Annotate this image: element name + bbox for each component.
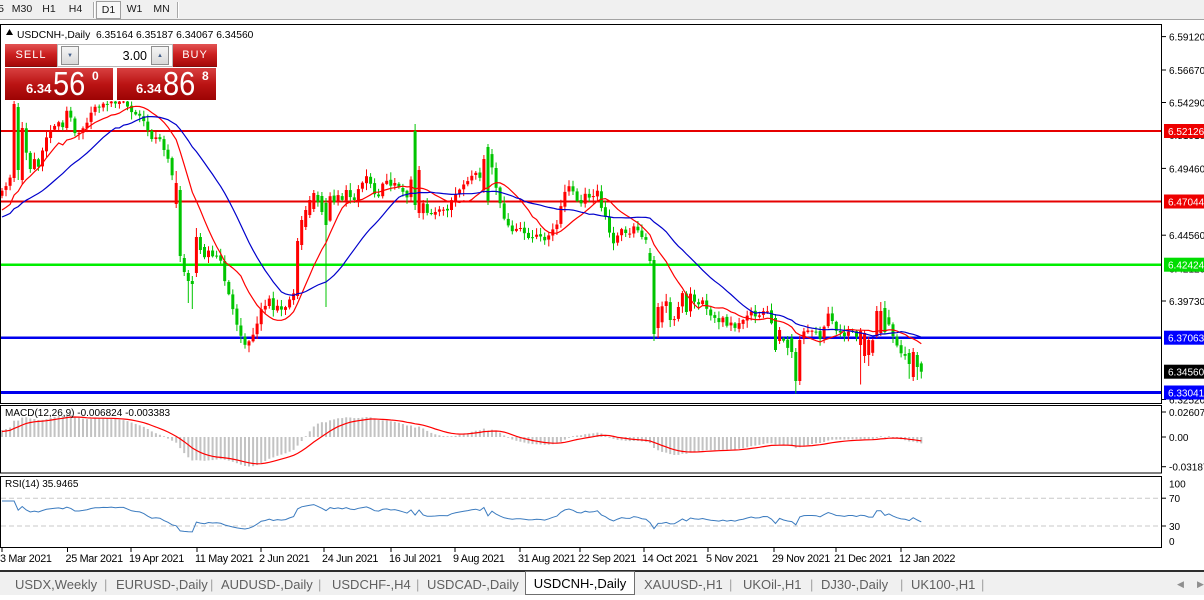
svg-text:6.44560: 6.44560 xyxy=(1169,231,1204,242)
svg-text:22 Sep 2021: 22 Sep 2021 xyxy=(578,553,636,565)
svg-text:11 May 2021: 11 May 2021 xyxy=(195,553,254,565)
svg-text:6.56670: 6.56670 xyxy=(1169,66,1204,77)
svg-text:9 Aug 2021: 9 Aug 2021 xyxy=(453,553,505,565)
svg-text:2 Jun 2021: 2 Jun 2021 xyxy=(259,553,310,565)
svg-text:100: 100 xyxy=(1169,479,1186,490)
svg-text:6.32520: 6.32520 xyxy=(1169,396,1204,407)
svg-text:6.42424: 6.42424 xyxy=(1168,261,1204,272)
svg-text:-0.03187: -0.03187 xyxy=(1169,463,1204,474)
svg-text:6.52126: 6.52126 xyxy=(1168,127,1204,138)
svg-text:6.47044: 6.47044 xyxy=(1168,198,1204,209)
svg-text:24 Jun 2021: 24 Jun 2021 xyxy=(322,553,378,565)
svg-text:6.33041: 6.33041 xyxy=(1168,389,1204,400)
svg-text:6.49460: 6.49460 xyxy=(1169,164,1204,175)
svg-text:3 Mar 2021: 3 Mar 2021 xyxy=(0,553,52,565)
svg-text:25 Mar 2021: 25 Mar 2021 xyxy=(66,553,124,565)
svg-text:30: 30 xyxy=(1169,522,1181,533)
svg-text:19 Apr 2021: 19 Apr 2021 xyxy=(129,553,184,565)
svg-text:0.00: 0.00 xyxy=(1169,433,1189,444)
svg-text:12 Jan 2022: 12 Jan 2022 xyxy=(899,553,955,565)
svg-text:70: 70 xyxy=(1169,494,1181,505)
svg-text:MACD(12,26,9) -0.006824 -0.003: MACD(12,26,9) -0.006824 -0.003383 xyxy=(5,408,171,419)
svg-text:6.59120: 6.59120 xyxy=(1169,33,1204,44)
svg-text:6.37063: 6.37063 xyxy=(1168,334,1204,345)
svg-text:6.34560: 6.34560 xyxy=(1168,368,1204,379)
svg-text:6.54290: 6.54290 xyxy=(1169,99,1204,110)
svg-text:5 Nov 2021: 5 Nov 2021 xyxy=(706,553,759,565)
svg-text:29 Nov 2021: 29 Nov 2021 xyxy=(772,553,830,565)
svg-text:31 Aug 2021: 31 Aug 2021 xyxy=(518,553,576,565)
svg-text:6.39730: 6.39730 xyxy=(1169,297,1204,308)
svg-text:16 Jul 2021: 16 Jul 2021 xyxy=(389,553,442,565)
svg-text:0.02607: 0.02607 xyxy=(1169,408,1204,419)
svg-text:RSI(14) 35.9465: RSI(14) 35.9465 xyxy=(5,479,79,490)
svg-text:USDCNH-,Daily 6.35164 6.35187: USDCNH-,Daily 6.35164 6.35187 6.34067 6.… xyxy=(17,30,254,41)
svg-text:14 Oct 2021: 14 Oct 2021 xyxy=(642,553,698,565)
svg-text:0: 0 xyxy=(1169,537,1175,548)
svg-text:21 Dec 2021: 21 Dec 2021 xyxy=(834,553,892,565)
